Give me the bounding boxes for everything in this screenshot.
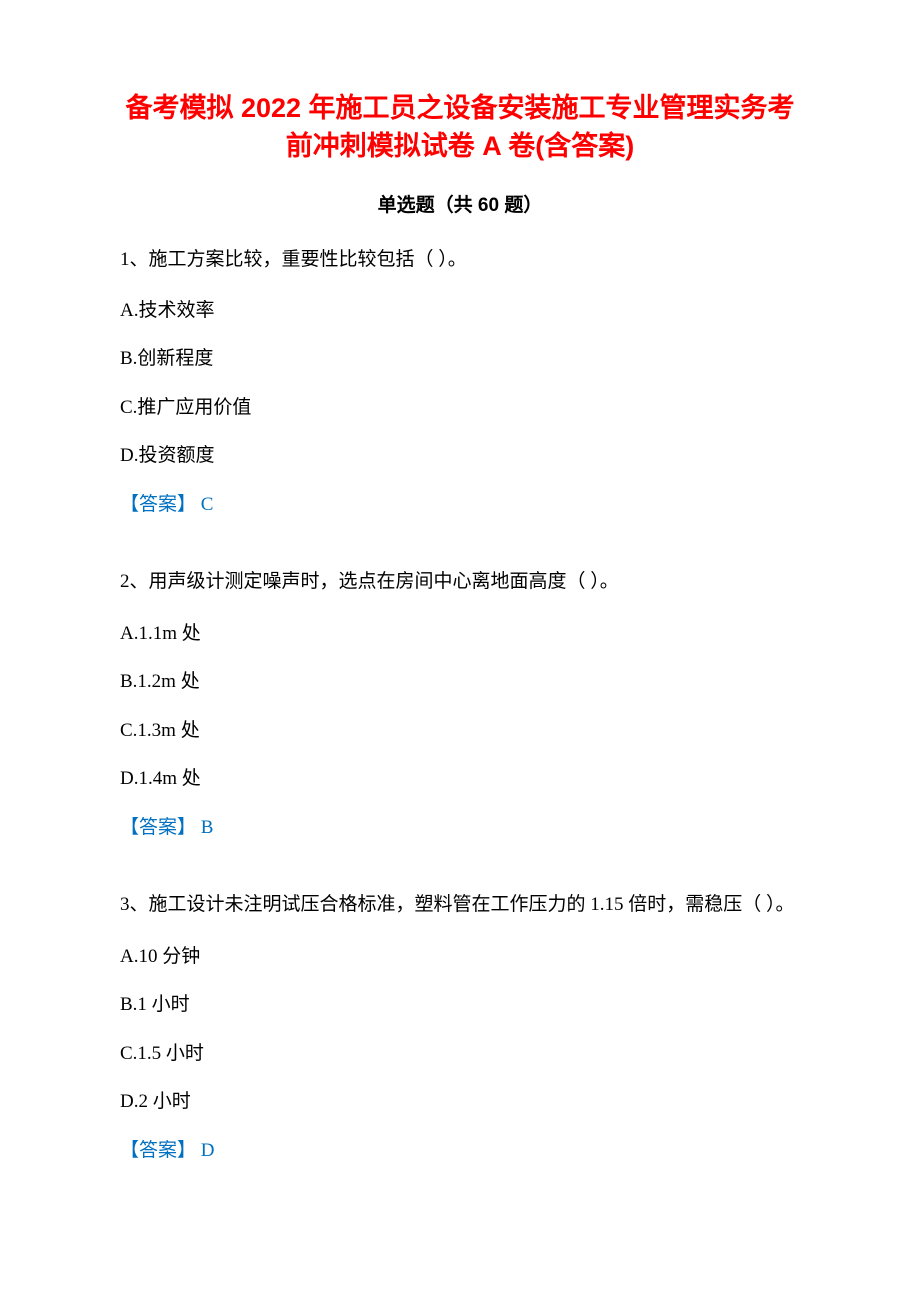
choice-a: A.10 分钟	[120, 943, 800, 972]
question-stem: 2、用声级计测定噪声时，选点在房间中心离地面高度（ ）。	[120, 567, 800, 597]
question-block: 2、用声级计测定噪声时，选点在房间中心离地面高度（ ）。 A.1.1m 处 B.…	[120, 567, 800, 842]
answer-value: C	[201, 494, 214, 515]
answer-label: 【答案】	[120, 494, 201, 515]
choice-d: D.1.4m 处	[120, 765, 800, 794]
choice-a: A.1.1m 处	[120, 620, 800, 649]
document-subtitle: 单选题（共 60 题）	[120, 190, 800, 217]
choice-a: A.技术效率	[120, 297, 800, 326]
choice-b: B.1 小时	[120, 991, 800, 1020]
answer-label: 【答案】	[120, 817, 201, 838]
answer-value: B	[201, 817, 214, 838]
choice-c: C.1.5 小时	[120, 1040, 800, 1069]
answer-line: 【答案】 B	[120, 814, 800, 843]
answer-line: 【答案】 D	[120, 1137, 800, 1166]
document-title: 备考模拟 2022 年施工员之设备安装施工专业管理实务考前冲刺模拟试卷 A 卷(…	[120, 90, 800, 166]
question-block: 3、施工设计未注明试压合格标准，塑料管在工作压力的 1.15 倍时，需稳压（ ）…	[120, 890, 800, 1165]
choice-d: D.投资额度	[120, 442, 800, 471]
answer-line: 【答案】 C	[120, 491, 800, 520]
choice-c: C.1.3m 处	[120, 717, 800, 746]
question-stem: 3、施工设计未注明试压合格标准，塑料管在工作压力的 1.15 倍时，需稳压（ ）…	[120, 890, 800, 920]
question-block: 1、施工方案比较，重要性比较包括（ ）。 A.技术效率 B.创新程度 C.推广应…	[120, 245, 800, 520]
choice-b: B.1.2m 处	[120, 668, 800, 697]
question-stem: 1、施工方案比较，重要性比较包括（ ）。	[120, 245, 800, 275]
choice-d: D.2 小时	[120, 1088, 800, 1117]
choice-c: C.推广应用价值	[120, 394, 800, 423]
answer-value: D	[201, 1140, 215, 1161]
answer-label: 【答案】	[120, 1140, 201, 1161]
choice-b: B.创新程度	[120, 345, 800, 374]
